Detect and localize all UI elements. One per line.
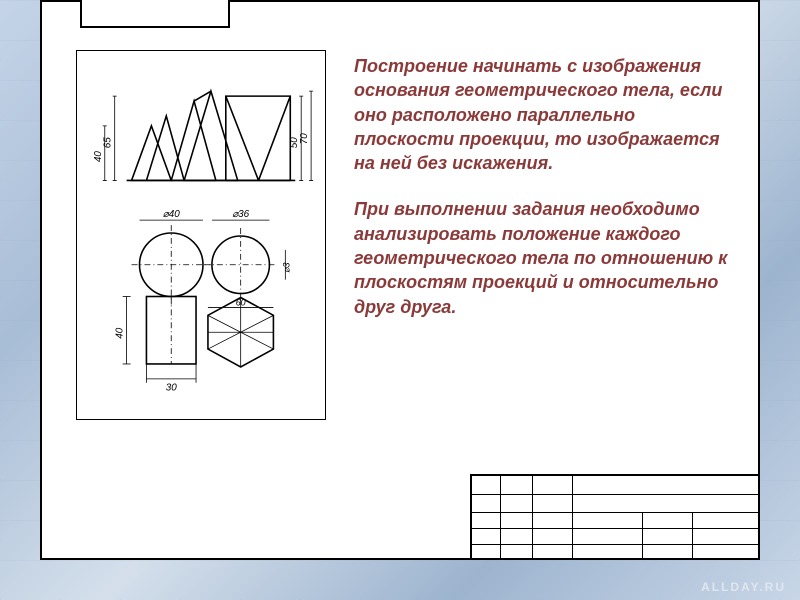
dim-60: 60	[236, 297, 246, 307]
dim-40b: 40	[115, 327, 126, 339]
frame-notch	[80, 0, 230, 28]
paragraph-2: При выполнении задания необходимо анализ…	[354, 197, 728, 318]
dim-dia40: ⌀40	[163, 209, 180, 220]
watermark: ALLDAY.RU	[701, 580, 786, 594]
dim-dia36: ⌀36	[232, 209, 249, 220]
dim-65: 65	[103, 137, 114, 149]
dim-40a: 40	[93, 151, 104, 163]
dim-30: 30	[166, 383, 178, 394]
title-block	[470, 474, 760, 560]
content-area: 65 40 50 70	[76, 50, 728, 518]
text-column: Построение начинать с изображения основа…	[354, 50, 728, 518]
drawing-svg: 65 40 50 70	[77, 51, 325, 419]
dim-dia3: ⌀3	[281, 263, 291, 273]
technical-drawing: 65 40 50 70	[76, 50, 326, 420]
paragraph-1: Построение начинать с изображения основа…	[354, 54, 728, 175]
drawing-frame: 65 40 50 70	[40, 0, 760, 560]
dim-70: 70	[299, 133, 310, 145]
